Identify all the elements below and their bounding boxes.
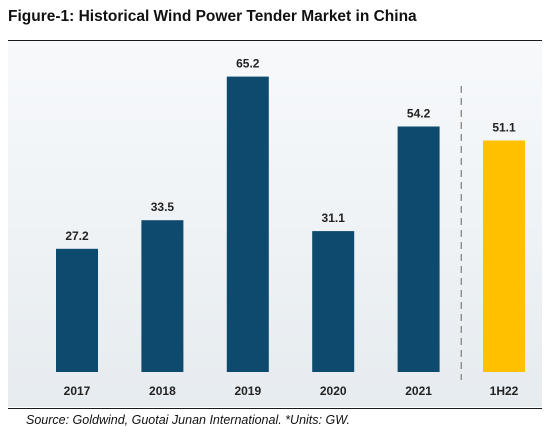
data-label-2018: 33.5 [151, 200, 175, 214]
bar-2017 [56, 248, 98, 372]
bar-2018 [141, 220, 184, 372]
bar-group: 27.2 2017 33.5 2018 65.2 2019 31.1 2020 54.2 2021… [56, 57, 525, 398]
x-tick-label-2018: 2018 [149, 384, 176, 398]
x-tick-label-2017: 2017 [64, 384, 91, 398]
bar-2021 [397, 126, 440, 372]
bar-2020 [312, 231, 355, 372]
x-tick-label-2021: 2021 [405, 384, 432, 398]
data-label-2017: 27.2 [65, 229, 89, 243]
data-label-2020: 31.1 [322, 211, 346, 225]
data-label-2019: 65.2 [236, 57, 260, 71]
data-label-1h22: 51.1 [492, 121, 516, 135]
x-tick-label-2020: 2020 [320, 384, 347, 398]
data-label-2021: 54.2 [407, 107, 431, 121]
title-divider [8, 40, 542, 41]
x-tick-label-1h22: 1H22 [490, 384, 519, 398]
chart-title: Figure-1: Historical Wind Power Tender M… [8, 8, 417, 25]
x-tick-label-2019: 2019 [234, 384, 261, 398]
bar-1h22 [483, 140, 525, 372]
source-note: Source: Goldwind, Guotai Junan Internati… [26, 413, 351, 427]
bar-2019 [226, 76, 269, 372]
source-divider [8, 408, 542, 409]
